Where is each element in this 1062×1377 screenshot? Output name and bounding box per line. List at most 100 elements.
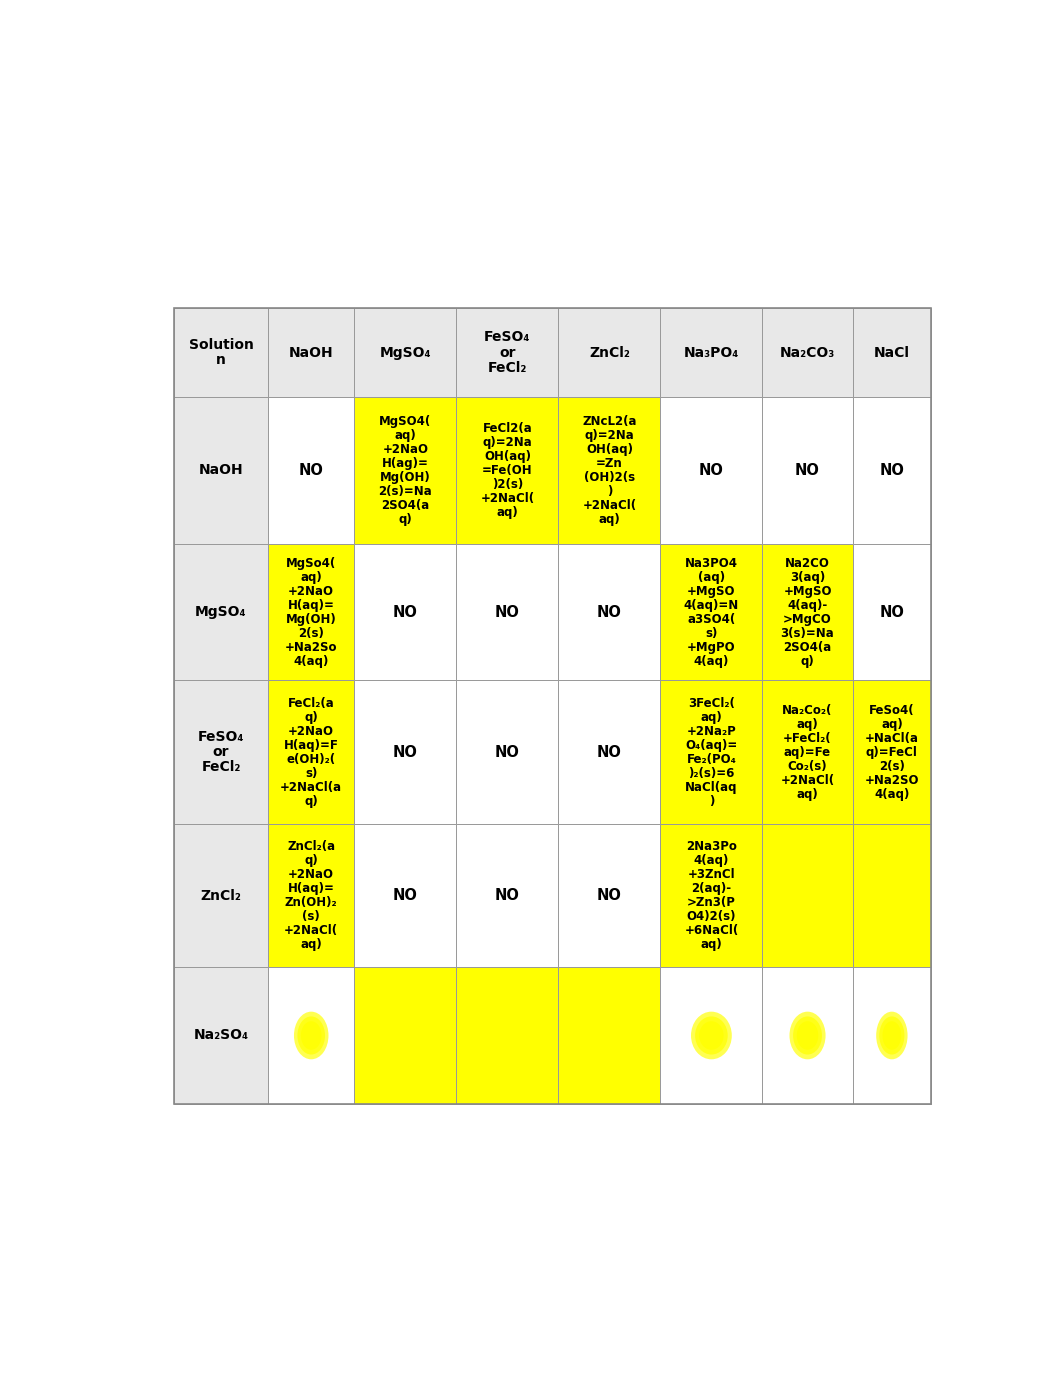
- Bar: [559, 680, 661, 823]
- Text: NO: NO: [699, 463, 724, 478]
- Ellipse shape: [573, 1040, 645, 1092]
- Ellipse shape: [472, 1040, 543, 1092]
- Text: Na₂CO₃: Na₂CO₃: [780, 346, 835, 359]
- Bar: [457, 544, 559, 680]
- Text: NO: NO: [393, 888, 417, 903]
- Bar: [853, 308, 931, 397]
- Bar: [268, 544, 355, 680]
- Text: 2Na3Po
4(aq)
+3ZnCl
2(aq)-
>Zn3(P
O4)2(s)
+6NaCl(
aq): 2Na3Po 4(aq) +3ZnCl 2(aq)- >Zn3(P O4)2(s…: [684, 840, 738, 952]
- Bar: [355, 544, 457, 680]
- Text: NO: NO: [597, 888, 622, 903]
- Bar: [661, 544, 763, 680]
- Text: NaOH: NaOH: [199, 464, 243, 478]
- Bar: [457, 968, 559, 1103]
- Ellipse shape: [696, 1016, 727, 1055]
- Bar: [355, 397, 457, 544]
- Text: Na₃PO₄: Na₃PO₄: [684, 346, 739, 359]
- Bar: [661, 308, 763, 397]
- Text: NO: NO: [597, 605, 622, 620]
- Text: FeCl₂(a
q)
+2NaO
H(aq)=F
e(OH)₂(
s)
+2NaCl(a
q): FeCl₂(a q) +2NaO H(aq)=F e(OH)₂( s) +2Na…: [280, 697, 342, 807]
- Ellipse shape: [883, 880, 902, 910]
- Text: ZnCl₂: ZnCl₂: [589, 346, 630, 359]
- Text: FeSo4(
aq)
+NaCl(a
q)=FeCl
2(s)
+Na2SO
4(aq): FeSo4( aq) +NaCl(a q)=FeCl 2(s) +Na2SO 4…: [864, 704, 919, 800]
- Ellipse shape: [479, 985, 536, 1026]
- Bar: [174, 308, 931, 1103]
- Bar: [853, 968, 931, 1103]
- Bar: [268, 680, 355, 823]
- Bar: [174, 680, 268, 823]
- Ellipse shape: [377, 985, 434, 1026]
- Bar: [763, 308, 853, 397]
- Ellipse shape: [793, 876, 822, 916]
- Bar: [355, 823, 457, 968]
- Ellipse shape: [387, 1022, 424, 1049]
- Ellipse shape: [691, 1012, 732, 1059]
- Bar: [268, 823, 355, 968]
- Bar: [355, 680, 457, 823]
- Bar: [763, 544, 853, 680]
- Ellipse shape: [586, 1019, 632, 1052]
- Bar: [457, 397, 559, 544]
- Ellipse shape: [489, 1022, 526, 1049]
- Ellipse shape: [876, 1012, 908, 1059]
- Bar: [174, 397, 268, 544]
- Text: Na3PO4
(aq)
+MgSO
4(aq)=N
a3SO4(
s)
+MgPO
4(aq): Na3PO4 (aq) +MgSO 4(aq)=N a3SO4( s) +MgP…: [684, 556, 739, 668]
- Ellipse shape: [573, 979, 645, 1031]
- Text: MgSO₄: MgSO₄: [379, 346, 431, 359]
- Text: ZnCl₂(a
q)
+2NaO
H(aq)=
Zn(OH)₂
(s)
+2NaCl(
aq): ZnCl₂(a q) +2NaO H(aq)= Zn(OH)₂ (s) +2Na…: [285, 840, 339, 952]
- Bar: [661, 680, 763, 823]
- Text: MgSo4(
aq)
+2NaO
H(aq)=
Mg(OH)
2(s)
+Na2So
4(aq): MgSo4( aq) +2NaO H(aq)= Mg(OH) 2(s) +Na2…: [285, 556, 338, 668]
- Bar: [268, 397, 355, 544]
- Bar: [559, 544, 661, 680]
- Text: FeCl2(a
q)=2Na
OH(aq)
=Fe(OH
)2(s)
+2NaCl(
aq): FeCl2(a q)=2Na OH(aq) =Fe(OH )2(s) +2NaC…: [480, 421, 534, 519]
- Text: NaOH: NaOH: [289, 346, 333, 359]
- Text: ZNcL2(a
q)=2Na
OH(aq)
=Zn
(OH)2(s
)
+2NaCl(
aq): ZNcL2(a q)=2Na OH(aq) =Zn (OH)2(s ) +2Na…: [582, 414, 636, 526]
- Ellipse shape: [377, 1045, 434, 1086]
- Bar: [457, 680, 559, 823]
- Bar: [355, 968, 457, 1103]
- Text: Na₂Co₂(
aq)
+FeCl₂(
aq)=Fe
Co₂(s)
+2NaCl(
aq): Na₂Co₂( aq) +FeCl₂( aq)=Fe Co₂(s) +2NaCl…: [781, 704, 835, 800]
- Ellipse shape: [879, 876, 905, 916]
- Bar: [457, 823, 559, 968]
- Text: ZnCl₂: ZnCl₂: [201, 888, 241, 902]
- Ellipse shape: [382, 1019, 428, 1052]
- Bar: [853, 680, 931, 823]
- Text: Na2CO
3(aq)
+MgSO
4(aq)-
>MgCO
3(s)=Na
2SO4(a
q): Na2CO 3(aq) +MgSO 4(aq)- >MgCO 3(s)=Na 2…: [781, 556, 835, 668]
- Bar: [457, 308, 559, 397]
- Ellipse shape: [879, 1016, 905, 1055]
- Ellipse shape: [297, 1016, 325, 1055]
- Bar: [661, 968, 763, 1103]
- Bar: [174, 823, 268, 968]
- Bar: [268, 968, 355, 1103]
- Text: NO: NO: [597, 745, 622, 760]
- Bar: [763, 823, 853, 968]
- Ellipse shape: [581, 1045, 638, 1086]
- Ellipse shape: [592, 1022, 628, 1049]
- Text: NO: NO: [495, 745, 519, 760]
- Text: NO: NO: [495, 888, 519, 903]
- Ellipse shape: [479, 1045, 536, 1086]
- Text: MgSO4(
aq)
+2NaO
H(ag)=
Mg(OH)
2(s)=Na
2SO4(a
q): MgSO4( aq) +2NaO H(ag)= Mg(OH) 2(s)=Na 2…: [378, 414, 432, 526]
- Bar: [174, 968, 268, 1103]
- Text: Solution
n: Solution n: [189, 337, 254, 368]
- Bar: [559, 968, 661, 1103]
- Ellipse shape: [370, 979, 441, 1031]
- Text: NaCl: NaCl: [874, 346, 910, 359]
- Ellipse shape: [789, 1012, 825, 1059]
- Bar: [355, 308, 457, 397]
- Text: NO: NO: [879, 605, 905, 620]
- Ellipse shape: [883, 1022, 902, 1049]
- Text: NO: NO: [393, 745, 417, 760]
- Bar: [559, 308, 661, 397]
- Bar: [661, 397, 763, 544]
- Bar: [763, 397, 853, 544]
- Text: MgSO₄: MgSO₄: [195, 605, 246, 620]
- Bar: [661, 823, 763, 968]
- Ellipse shape: [699, 1022, 723, 1049]
- Bar: [853, 823, 931, 968]
- Bar: [763, 968, 853, 1103]
- Ellipse shape: [581, 985, 638, 1026]
- Text: 3FeCl₂(
aq)
+2Na₂P
O₄(aq)=
Fe₂(PO₄
)₂(s)=6
NaCl(aq
): 3FeCl₂( aq) +2Na₂P O₄(aq)= Fe₂(PO₄ )₂(s)…: [685, 697, 738, 807]
- Text: NO: NO: [879, 463, 905, 478]
- Bar: [559, 397, 661, 544]
